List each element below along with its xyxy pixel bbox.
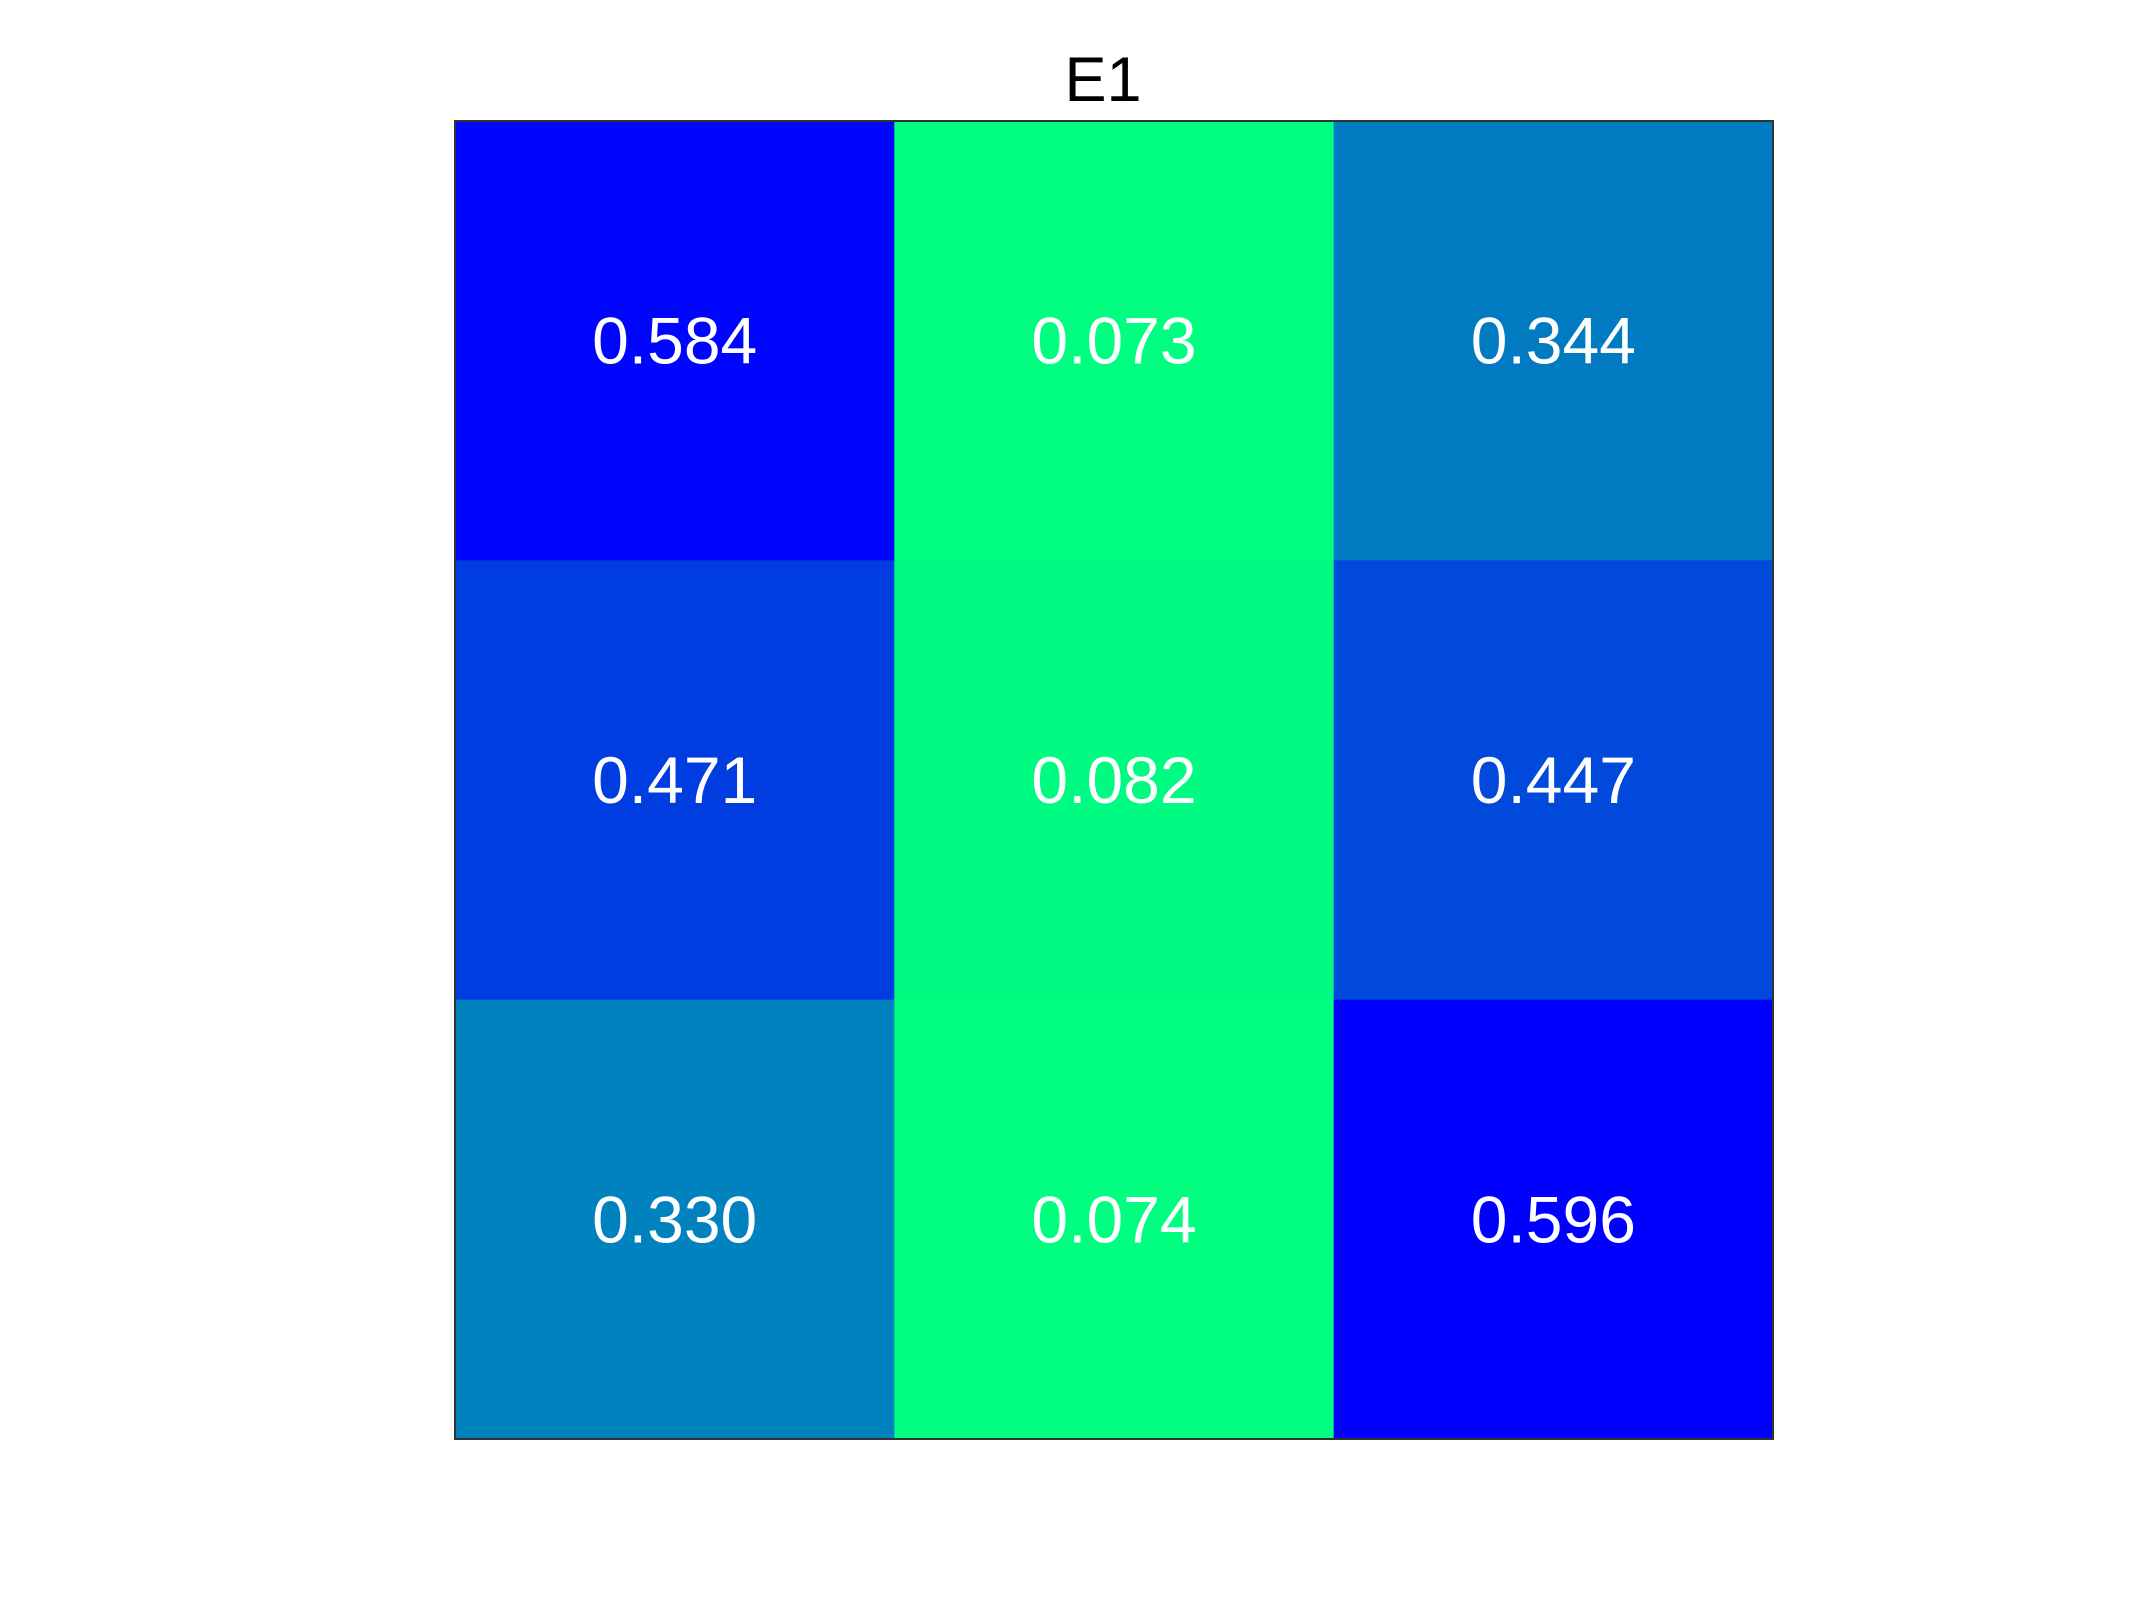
heatmap-cell-r2-c3 (1333, 560, 1774, 1001)
cell-label-r2-c2: 0.082 (1031, 743, 1196, 817)
heatmap-cell-r1-c2 (894, 121, 1335, 561)
heatmap-cell-labels: 0.584 0.073 0.344 0.471 0.082 0.447 0.330 0.074… (592, 304, 1636, 1257)
plot-frame (454, 120, 1774, 1440)
heatmap-cell-r1-c1 (455, 121, 895, 561)
heatmap-cell-r3-c1 (455, 999, 895, 1440)
cell-label-r2-c3: 0.447 (1471, 743, 1636, 817)
heatmap-cell-r2-c1 (455, 560, 895, 1001)
heatmap-cell-r3-c3 (1333, 999, 1774, 1440)
heatmap-cell-r3-c2 (894, 999, 1335, 1440)
cell-label-r1-c1: 0.584 (592, 304, 757, 378)
cell-label-r1-c3: 0.344 (1471, 304, 1636, 378)
heatmap-cells (455, 121, 1774, 1440)
cell-label-r2-c1: 0.471 (592, 743, 757, 817)
cell-label-r3-c1: 0.330 (592, 1182, 757, 1256)
heatmap-cell-r1-c3 (1333, 121, 1774, 561)
cell-label-r1-c2: 0.073 (1031, 304, 1196, 378)
cell-label-r3-c2: 0.074 (1031, 1182, 1196, 1256)
cell-label-r3-c3: 0.596 (1471, 1182, 1636, 1256)
heatmap-cell-r2-c2 (894, 560, 1335, 1001)
chart-title: E1 (1064, 45, 1141, 115)
